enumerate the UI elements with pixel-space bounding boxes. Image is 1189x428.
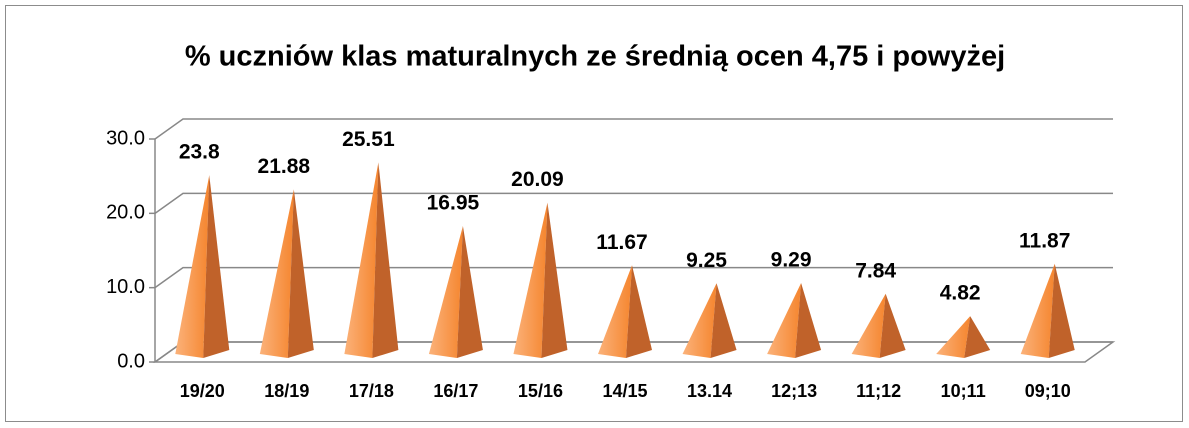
data-label: 7.84 xyxy=(855,259,896,282)
data-label: 9.29 xyxy=(771,248,812,271)
pyramid xyxy=(1020,263,1075,358)
pyramid xyxy=(598,265,652,358)
x-tick-label: 12;13 xyxy=(771,381,817,401)
y-tick-label: 20.0 xyxy=(106,202,145,224)
x-tick-label: 13.14 xyxy=(687,381,732,401)
y-tick-label: 10.0 xyxy=(106,276,145,298)
pyramid-face xyxy=(767,282,802,358)
data-label: 11.67 xyxy=(596,231,647,254)
pyramid-face xyxy=(456,226,483,358)
pyramid-face xyxy=(1048,263,1075,358)
pyramid-face xyxy=(541,202,568,358)
x-tick-label: 09;10 xyxy=(1025,381,1071,401)
pyramid-face xyxy=(372,162,399,358)
x-tick-label: 19/20 xyxy=(180,381,225,401)
pyramid-face xyxy=(626,265,652,358)
pyramid-face xyxy=(203,175,230,358)
grid-line xyxy=(154,266,1113,289)
grid-line xyxy=(154,192,1113,214)
pyramid-face xyxy=(710,283,737,358)
x-tick-label: 18/19 xyxy=(264,381,309,401)
pyramid-face xyxy=(175,175,210,358)
grid-line xyxy=(154,118,1113,140)
chart-title: % uczniów klas maturalnych ze średnią oc… xyxy=(185,41,1005,73)
pyramid-face xyxy=(879,293,906,358)
data-label: 23.8 xyxy=(179,141,220,164)
pyramid xyxy=(936,316,991,358)
x-tick-label: 10;11 xyxy=(941,381,986,401)
data-label: 25.51 xyxy=(342,128,395,151)
pyramid-face xyxy=(287,189,314,358)
pyramid xyxy=(428,226,483,358)
y-tick-label: 0.0 xyxy=(117,350,145,372)
x-tick-label: 17/18 xyxy=(349,381,394,401)
pyramid-face xyxy=(1020,263,1055,358)
pyramid xyxy=(259,189,314,358)
pyramid xyxy=(344,162,399,358)
pyramid-face xyxy=(344,162,379,358)
data-label: 21.88 xyxy=(258,155,311,178)
pyramid-face xyxy=(428,226,463,358)
data-label: 9.25 xyxy=(686,249,727,272)
pyramid xyxy=(851,293,906,358)
pyramid-face xyxy=(682,283,717,358)
pyramid-face xyxy=(964,316,991,358)
data-label: 4.82 xyxy=(940,282,981,305)
data-label: 11.87 xyxy=(1019,229,1070,252)
data-label: 20.09 xyxy=(511,168,564,191)
y-tick-label: 30.0 xyxy=(106,127,145,149)
pyramid-face xyxy=(259,189,294,358)
pyramid-face xyxy=(936,316,971,358)
x-tick-label: 15/16 xyxy=(518,381,563,401)
x-tick-label: 14/15 xyxy=(602,381,647,401)
pyramid-face xyxy=(795,282,822,358)
pyramid-face xyxy=(598,265,632,358)
pyramid xyxy=(767,282,822,358)
pyramid-face xyxy=(851,293,886,358)
pyramid xyxy=(682,283,737,358)
x-tick-label: 16/17 xyxy=(433,381,478,401)
data-label: 16.95 xyxy=(427,192,480,215)
pyramid xyxy=(513,202,568,358)
pyramid-face xyxy=(513,202,548,358)
pyramid xyxy=(175,175,230,358)
x-tick-label: 11;12 xyxy=(856,381,901,401)
